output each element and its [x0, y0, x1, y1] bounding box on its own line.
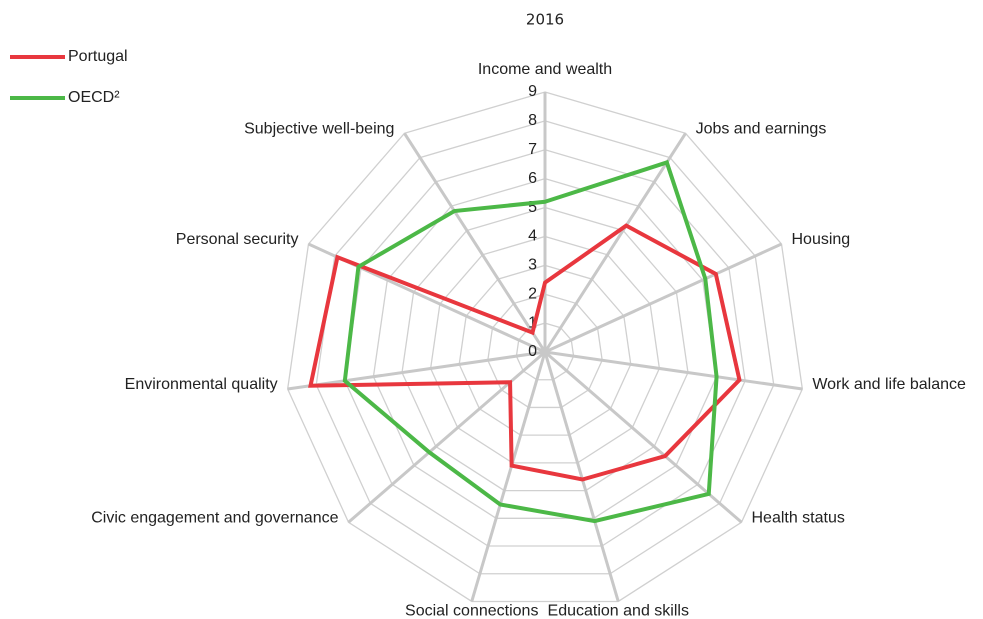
axis-label: Social connections [405, 603, 538, 619]
axis-label: Environmental quality [125, 376, 278, 393]
grid-ring [372, 177, 718, 519]
axis-label: Subjective well-being [244, 120, 394, 137]
spoke [403, 132, 547, 353]
spoke [543, 351, 620, 602]
r-tick-label: 1 [528, 314, 537, 331]
spoke [287, 350, 546, 391]
grid-ring [315, 120, 775, 575]
r-tick-label: 4 [528, 228, 537, 245]
r-tick-label: 2 [528, 285, 537, 302]
series-line [308, 223, 742, 482]
spoke [544, 350, 803, 391]
grid-ring [401, 206, 689, 492]
r-tick-label: 0 [528, 343, 537, 360]
spoke [347, 350, 546, 524]
spoke [544, 242, 783, 354]
grid-ring [286, 91, 804, 603]
axis-label: Income and wealth [478, 61, 612, 78]
axis-label: Health status [751, 509, 844, 526]
r-tick-label: 6 [528, 170, 537, 187]
r-tick-label: 8 [528, 112, 537, 129]
grid-ring [344, 149, 746, 547]
axis-label: Education and skills [548, 603, 689, 619]
grid-ring [515, 322, 575, 381]
r-tick-label: 5 [528, 199, 537, 216]
axis-label: Personal security [176, 231, 299, 248]
series-line [342, 159, 719, 524]
r-tick-label: 9 [528, 83, 537, 100]
axis-label: Civic engagement and governance [91, 509, 338, 526]
spoke [543, 132, 687, 353]
axis-label: Jobs and earnings [696, 120, 827, 137]
grid-ring [487, 293, 603, 409]
r-tick-label: 3 [528, 257, 537, 274]
axis-label: Work and life balance [812, 376, 966, 393]
legend-label: Portugal [68, 48, 128, 65]
r-tick-label: 7 [528, 141, 537, 158]
axis-label: Housing [792, 231, 851, 248]
spoke [470, 351, 547, 602]
legend-label: OECD² [68, 89, 120, 106]
grid-ring [429, 235, 661, 464]
chart-subtitle: 2016 [526, 11, 564, 29]
